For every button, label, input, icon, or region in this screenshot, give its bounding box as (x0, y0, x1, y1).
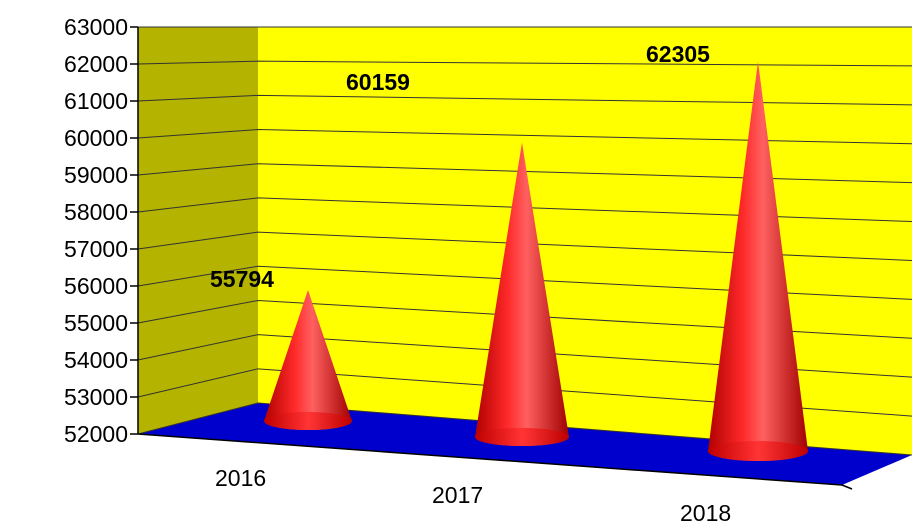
y-tick-label: 59000 (64, 162, 128, 188)
cone-base (708, 441, 808, 461)
y-tick-label: 53000 (64, 384, 128, 410)
category-label-2017: 2017 (432, 482, 483, 508)
data-label-2016: 55794 (210, 266, 274, 292)
y-tick-label: 52000 (64, 421, 128, 447)
data-label-2017: 60159 (346, 69, 410, 95)
y-tick-label: 60000 (64, 125, 128, 151)
x-axis-end-tick (842, 485, 852, 489)
y-tick-label: 56000 (64, 273, 128, 299)
y-tick-label: 63000 (64, 14, 128, 40)
y-tick-label: 55000 (64, 310, 128, 336)
data-label-2018: 62305 (646, 41, 710, 67)
cone-base (264, 412, 352, 430)
y-tick-label: 62000 (64, 51, 128, 77)
cone-base (475, 428, 569, 446)
y-tick-label: 61000 (64, 88, 128, 114)
y-tick-label: 54000 (64, 347, 128, 373)
y-tick-label: 57000 (64, 236, 128, 262)
category-label-2016: 2016 (215, 465, 266, 491)
y-tick-label: 58000 (64, 199, 128, 225)
category-label-2018: 2018 (680, 500, 731, 525)
